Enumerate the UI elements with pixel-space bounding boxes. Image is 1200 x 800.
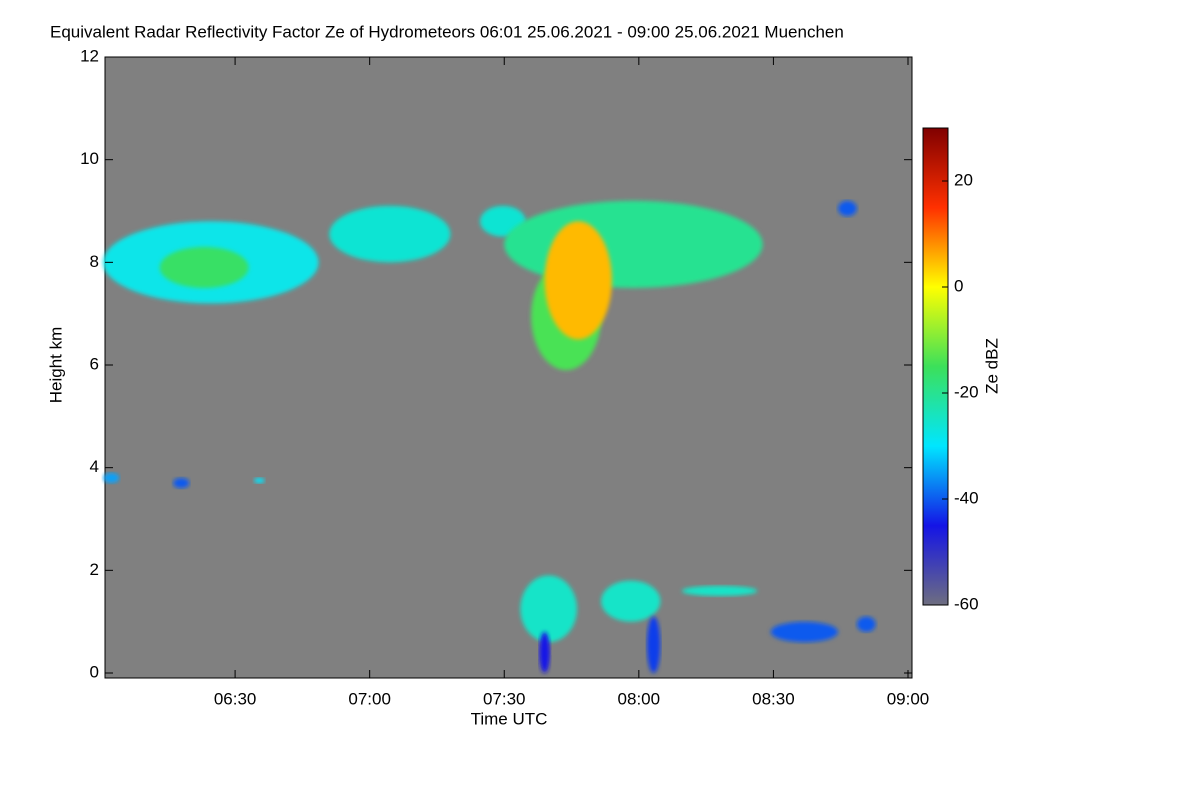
echo <box>520 575 577 643</box>
echo <box>646 616 661 673</box>
echo <box>601 580 661 622</box>
colorbar-tick-label: 0 <box>954 276 963 295</box>
y-tick-label: 6 <box>90 354 99 373</box>
echo <box>681 585 758 596</box>
echo <box>159 246 249 288</box>
x-tick-label: 07:00 <box>348 689 391 708</box>
echo <box>838 200 857 217</box>
y-tick-label: 4 <box>90 457 99 476</box>
echo <box>504 200 763 288</box>
colorbar-tick-label: -40 <box>954 488 979 507</box>
x-tick-label: 08:30 <box>752 689 795 708</box>
y-tick-label: 12 <box>80 46 99 65</box>
echo <box>544 221 612 340</box>
echo <box>173 477 190 489</box>
y-tick-label: 2 <box>90 560 99 579</box>
colorbar-tick-label: -60 <box>954 594 979 613</box>
colorbar-tick-label: 20 <box>954 170 973 189</box>
y-tick-label: 0 <box>90 662 99 681</box>
echo <box>253 477 265 484</box>
y-tick-label: 8 <box>90 252 99 271</box>
chart-title: Equivalent Radar Reflectivity Factor Ze … <box>50 22 844 41</box>
echo <box>103 472 120 484</box>
echo <box>856 616 876 632</box>
echo <box>770 621 839 643</box>
x-tick-label: 09:00 <box>887 689 930 708</box>
colorbar <box>922 127 949 606</box>
colorbar-tick-label: -20 <box>954 382 979 401</box>
x-axis-label: Time UTC <box>471 709 548 728</box>
x-tick-label: 08:00 <box>618 689 661 708</box>
plot-background <box>104 56 913 679</box>
y-axis-label: Height km <box>46 327 65 404</box>
x-tick-label: 07:30 <box>483 689 526 708</box>
echo <box>329 205 451 263</box>
colorbar-label: Ze dBZ <box>982 338 1001 394</box>
echo <box>539 631 551 673</box>
x-tick-label: 06:30 <box>214 689 257 708</box>
y-tick-label: 10 <box>80 149 99 168</box>
